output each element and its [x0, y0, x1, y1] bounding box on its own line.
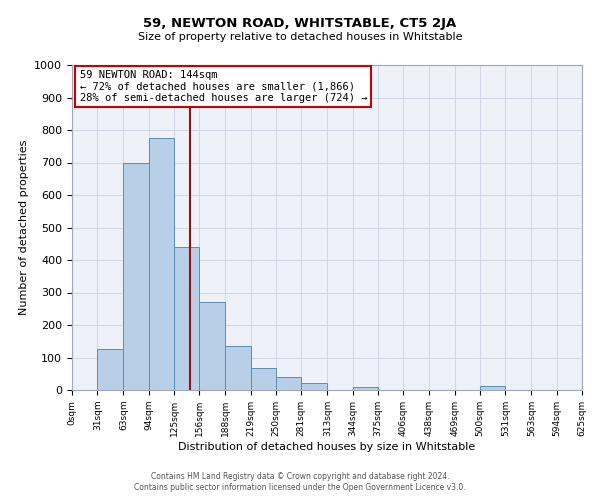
Bar [301, 383, 328, 390]
Bar [199, 302, 226, 390]
X-axis label: Distribution of detached houses by size in Whitstable: Distribution of detached houses by size … [178, 442, 476, 452]
Text: 59 NEWTON ROAD: 144sqm
← 72% of detached houses are smaller (1,866)
28% of semi-: 59 NEWTON ROAD: 144sqm ← 72% of detached… [80, 70, 367, 103]
Bar [149, 138, 174, 390]
Bar [97, 350, 124, 390]
Text: Contains public sector information licensed under the Open Government Licence v3: Contains public sector information licen… [134, 484, 466, 492]
Text: Size of property relative to detached houses in Whitstable: Size of property relative to detached ho… [138, 32, 462, 42]
Text: 59, NEWTON ROAD, WHITSTABLE, CT5 2JA: 59, NEWTON ROAD, WHITSTABLE, CT5 2JA [143, 18, 457, 30]
Bar [480, 386, 505, 390]
Bar [174, 247, 199, 390]
Bar [353, 388, 378, 390]
Text: Contains HM Land Registry data © Crown copyright and database right 2024.: Contains HM Land Registry data © Crown c… [151, 472, 449, 481]
Y-axis label: Number of detached properties: Number of detached properties [19, 140, 29, 315]
Bar [226, 346, 251, 390]
Bar [276, 377, 301, 390]
Bar [124, 162, 149, 390]
Bar [251, 368, 276, 390]
